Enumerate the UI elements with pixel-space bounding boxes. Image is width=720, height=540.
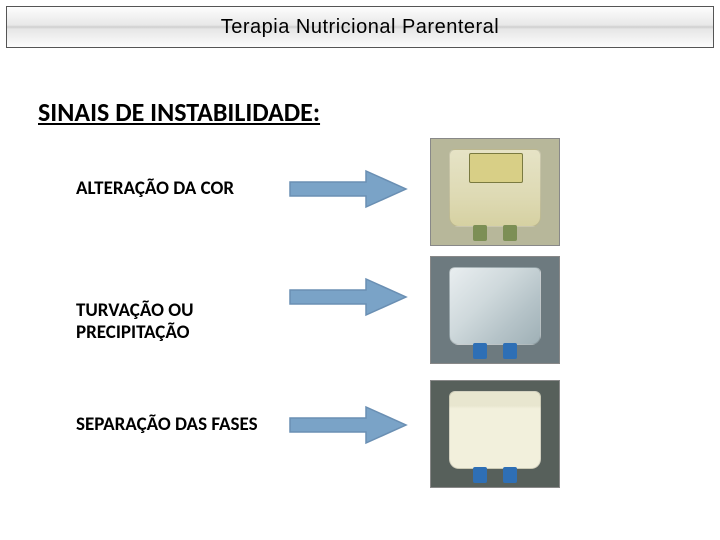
arrow-icon <box>288 168 408 210</box>
arrow-icon <box>288 276 408 318</box>
item-color-change: ALTERAÇÃO DA COR <box>76 178 234 200</box>
iv-bag <box>431 381 559 487</box>
image-turbidity <box>430 256 560 364</box>
bag-label <box>469 153 523 183</box>
iv-bag <box>431 257 559 363</box>
item-turbidity: TURVAÇÃO OU PRECIPITAÇÃO <box>76 278 194 344</box>
item-label: SEPARAÇÃO DAS FASES <box>76 413 258 436</box>
section-heading: SINAIS DE INSTABILIDADE: <box>38 96 320 128</box>
item-phase-separation: SEPARAÇÃO DAS FASES <box>76 414 258 436</box>
item-label: TURVAÇÃO OU PRECIPITAÇÃO <box>76 299 194 344</box>
title-bar: Terapia Nutricional Parenteral <box>6 6 714 48</box>
item-label: ALTERAÇÃO DA COR <box>76 177 234 200</box>
iv-bag <box>431 139 559 245</box>
page-title: Terapia Nutricional Parenteral <box>221 16 499 39</box>
image-phase-separation <box>430 380 560 488</box>
image-color-change <box>430 138 560 246</box>
arrow-icon <box>288 404 408 446</box>
